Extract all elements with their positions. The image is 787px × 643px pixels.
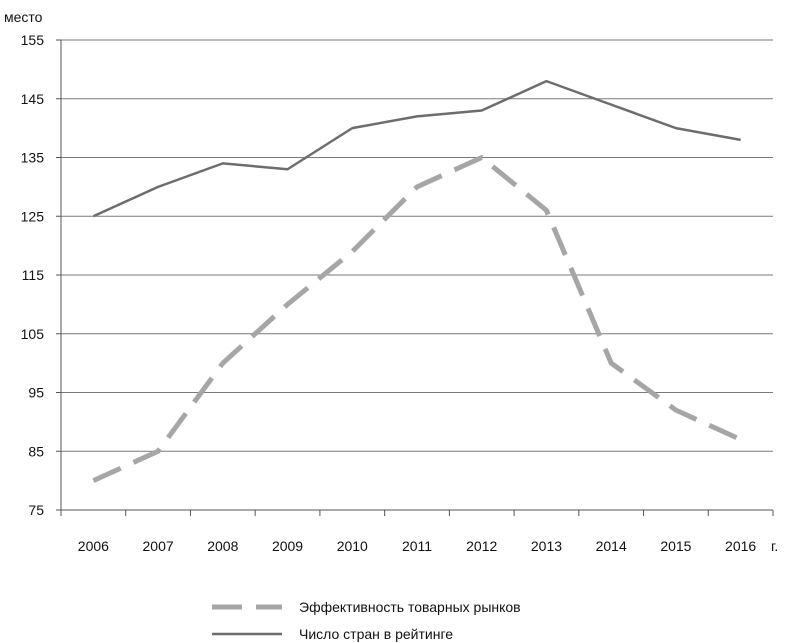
y-tick-label: 145 [21,91,45,107]
y-tick-label: 75 [28,502,44,518]
series-line-1 [92,79,741,218]
y-tick-label: 125 [21,208,45,224]
series-line-0 [92,155,742,483]
legend-label-1: Число стран в рейтинге [299,626,453,642]
x-tick-label: 2015 [660,538,691,554]
x-tick-labels: 2006 2007 2008 2009 2010 2011 2012 2013 2014 2015… [60,510,774,554]
y-tick-label: 95 [28,385,44,401]
y-tick-label: 115 [22,267,45,283]
y-tick-label: 155 [21,32,45,48]
series-lines [92,79,742,483]
x-tick-label: 2011 [402,538,432,554]
x-tick-label: 2010 [337,538,368,554]
x-tick-label: 2008 [207,538,238,554]
y-tick-label: 105 [21,326,45,342]
legend-label-0: Эффективность товарных рынков [299,599,521,615]
x-tick-label: 2007 [143,538,174,554]
x-tick-label: 2013 [531,538,562,554]
y-tick-label: 85 [28,443,44,459]
x-tick-label: 2014 [596,538,627,554]
grid-lines [61,39,773,452]
x-axis-unit-label: г. [771,538,778,554]
x-tick-label: 2016 [725,538,756,554]
legend: Эффективность товарных рынков Число стран… [212,599,521,642]
y-tick-label: 135 [21,150,45,166]
x-tick-label: 2012 [466,538,497,554]
x-tick-label: 2006 [78,538,109,554]
x-tick-label: 2009 [272,538,303,554]
y-tick-labels: 75 85 95 105 115 125 135 145 155 [21,32,61,518]
y-axis-unit-label: место [4,9,43,25]
